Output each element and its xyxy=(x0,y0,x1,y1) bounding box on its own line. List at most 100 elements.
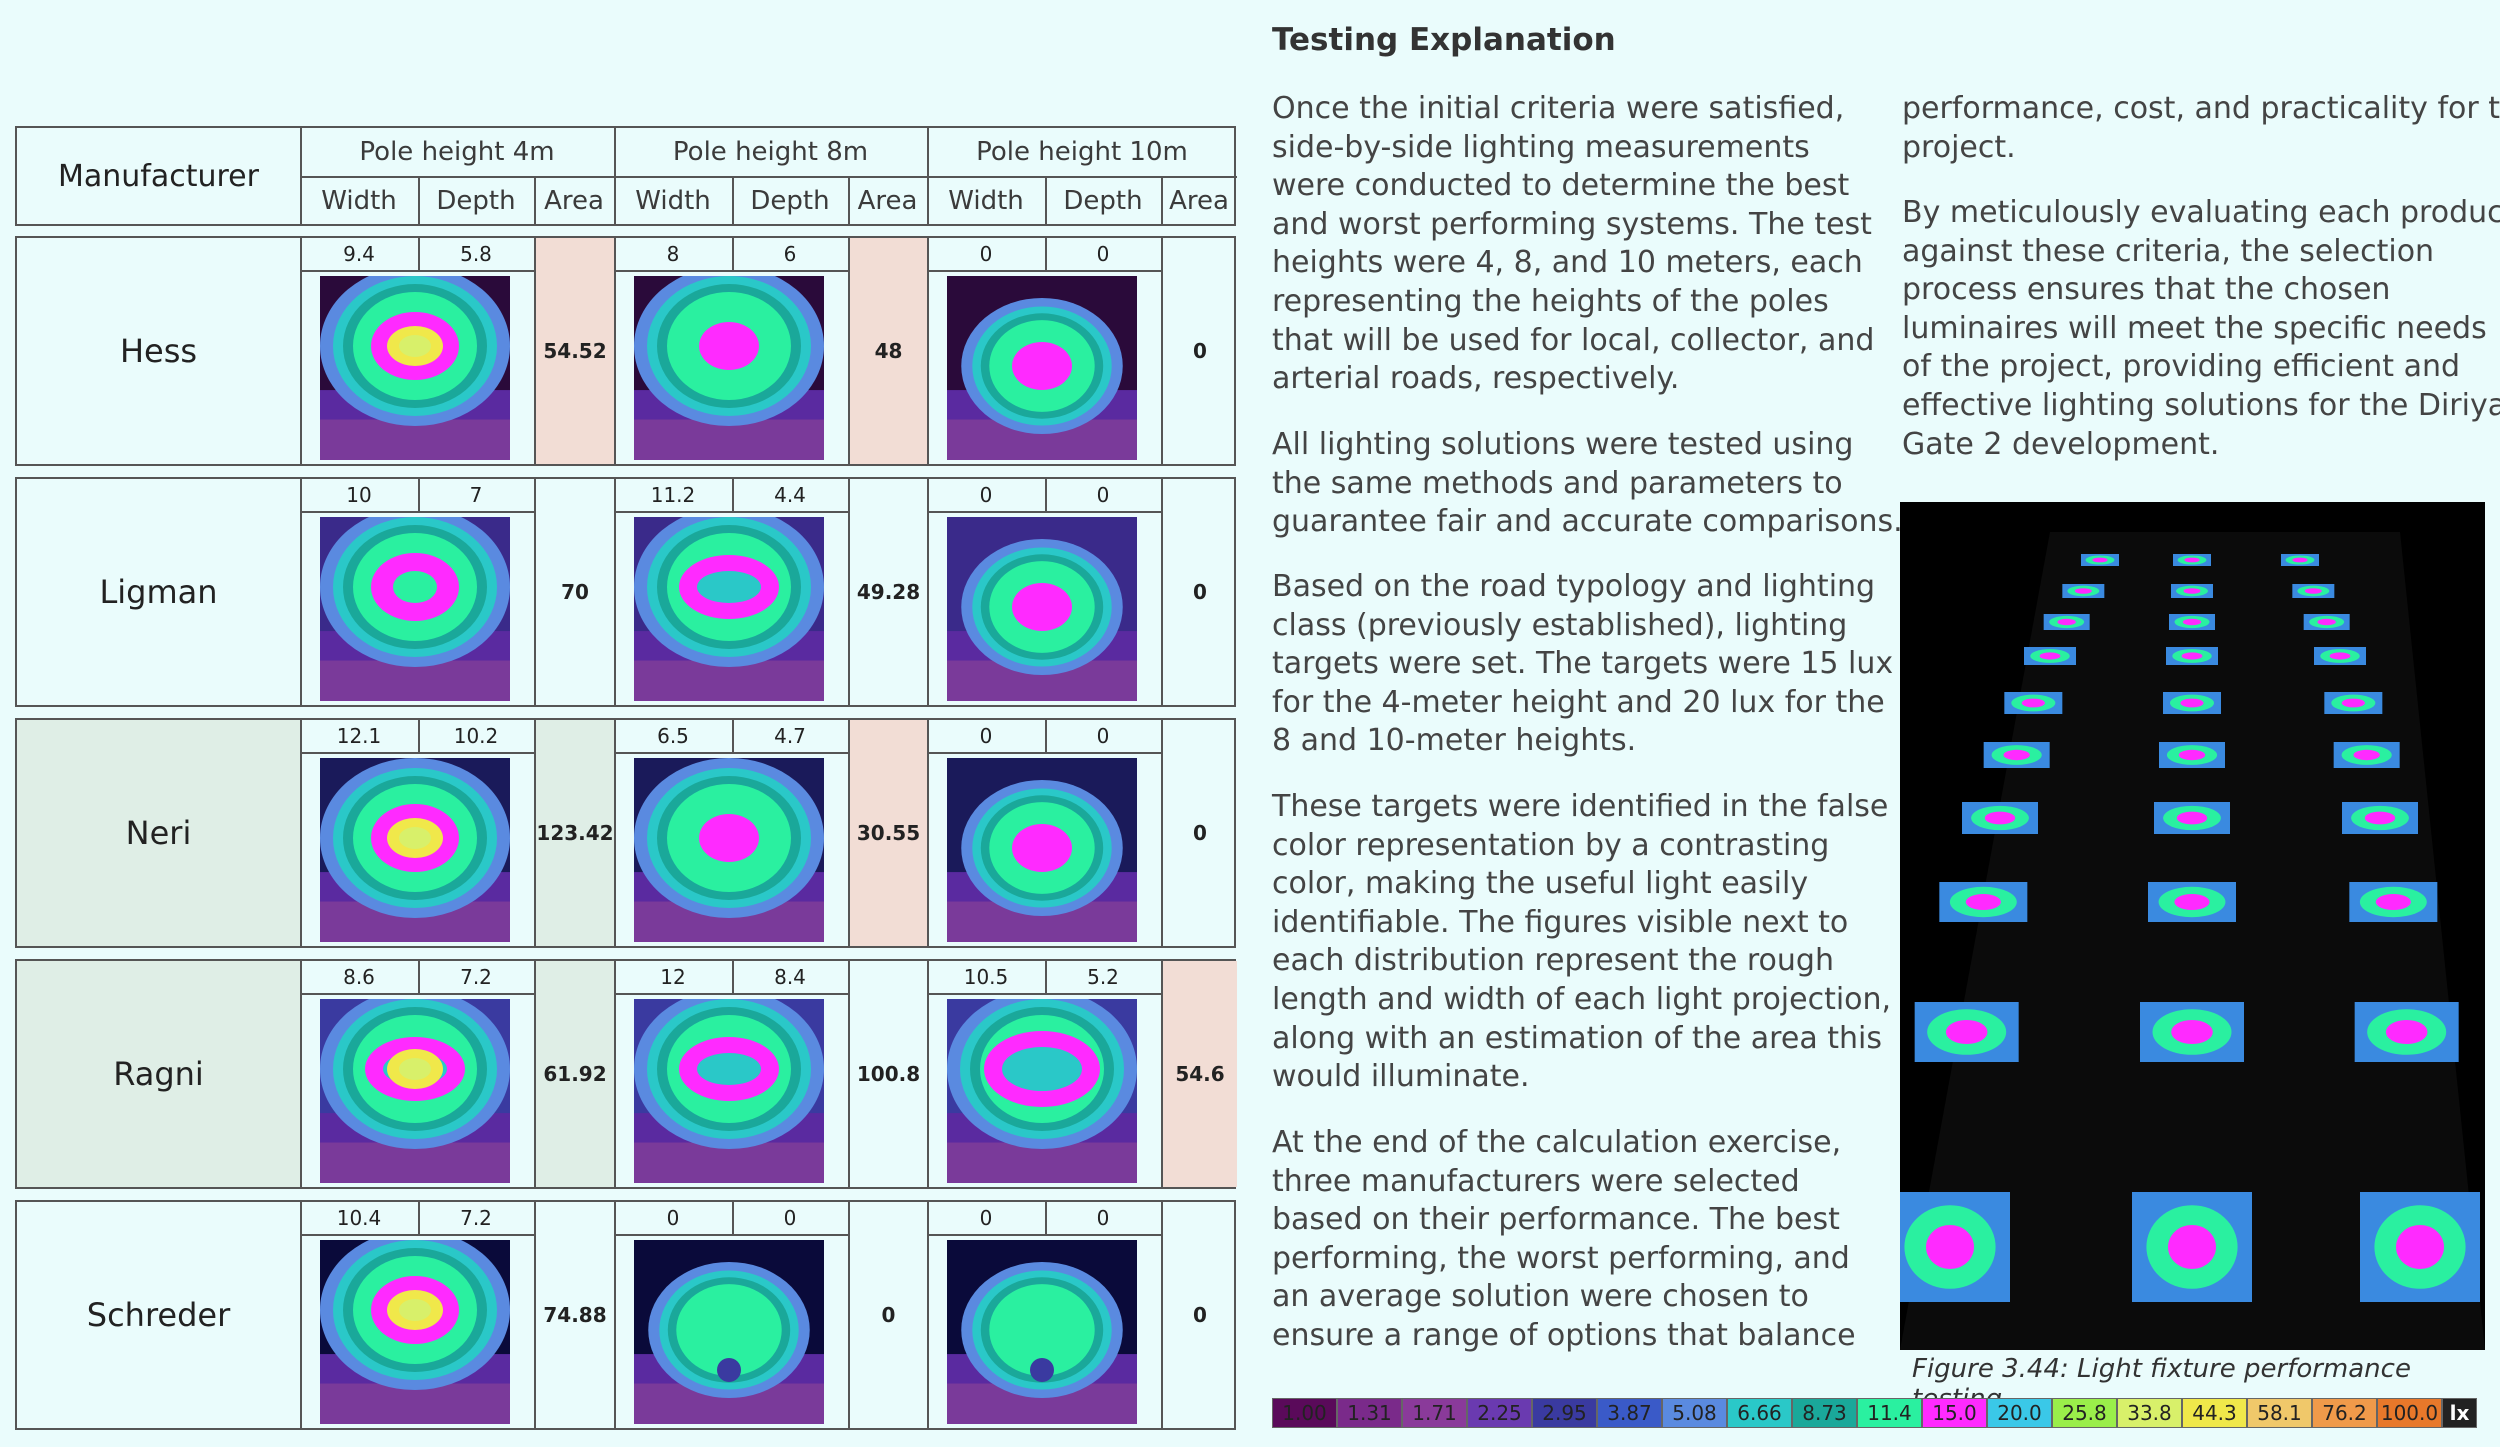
legend-stop: 20.0 xyxy=(1987,1398,2052,1428)
light-distribution-map xyxy=(947,276,1137,460)
pole-height-header-3: Pole height 10m xyxy=(976,137,1188,167)
table-header: Manufacturer Pole height 4m Width Depth Area… xyxy=(15,126,1237,226)
light-test-photo xyxy=(1900,502,2485,1350)
pole-height-header-1: Pole height 4m xyxy=(359,137,555,167)
manufacturer-name: Ragni xyxy=(17,961,300,1187)
area-value: 0 xyxy=(1193,339,1207,363)
lux-legend: 1.00 1.31 1.71 2.25 2.95 3.87 5.08 6.66 8.73 11.4… xyxy=(1272,1398,2477,1428)
depth-value: 0 xyxy=(1096,1206,1110,1230)
legend-stop: 25.8 xyxy=(2052,1398,2117,1428)
width-value: 12 xyxy=(660,965,686,989)
paragraph-1: Once the initial criteria were satisfied… xyxy=(1272,91,1875,397)
paragraph-3: Based on the road typology and lighting … xyxy=(1272,569,1894,759)
width-value: 0 xyxy=(979,1206,993,1230)
area-value: 0 xyxy=(881,1303,896,1327)
manufacturer-header: Manufacturer xyxy=(58,158,259,194)
light-distribution-map xyxy=(947,517,1137,701)
depth-value: 10.2 xyxy=(453,724,499,748)
manufacturer-name: Hess xyxy=(119,332,198,370)
sub-header-depth: Depth xyxy=(1063,186,1143,216)
legend-stop: 44.3 xyxy=(2182,1398,2247,1428)
light-distribution-map xyxy=(320,758,510,942)
manufacturer-name: Ligman xyxy=(99,573,218,611)
legend-stop: 1.00 xyxy=(1272,1398,1337,1428)
area-value: 70 xyxy=(561,580,589,604)
legend-unit: lx xyxy=(2442,1398,2477,1428)
light-distribution-map xyxy=(634,1240,824,1424)
width-value: 12.1 xyxy=(336,724,382,748)
legend-stop: 76.2 xyxy=(2312,1398,2377,1428)
legend-stop: 2.25 xyxy=(1467,1398,1532,1428)
depth-value: 8.4 xyxy=(774,965,806,989)
depth-value: 7 xyxy=(469,483,483,507)
area-value: 100.8 xyxy=(856,1062,921,1086)
legend-stop: 33.8 xyxy=(2117,1398,2182,1428)
light-distribution-map xyxy=(320,507,510,701)
legend-stop: 15.0 xyxy=(1922,1398,1987,1428)
width-value: 0 xyxy=(666,1206,680,1230)
pole-height-header-2: Pole height 8m xyxy=(672,137,869,167)
table-row: Hess 9.4 5.8 54.52 8 6 48 0 0 0 xyxy=(15,236,1236,466)
legend-stop: 1.71 xyxy=(1402,1398,1467,1428)
depth-value: 4.7 xyxy=(774,724,806,748)
legend-stop: 8.73 xyxy=(1792,1398,1857,1428)
depth-value: 7.2 xyxy=(460,965,492,989)
legend-stop: 2.95 xyxy=(1532,1398,1597,1428)
light-distribution-map xyxy=(634,989,824,1183)
depth-value: 7.2 xyxy=(460,1206,492,1230)
light-distribution-map xyxy=(320,989,510,1183)
depth-value: 0 xyxy=(1096,724,1110,748)
width-value: 8.6 xyxy=(343,965,375,989)
legend-stop: 6.66 xyxy=(1727,1398,1792,1428)
depth-value: 0 xyxy=(1096,242,1110,266)
sub-header-width: Width xyxy=(635,186,711,216)
area-value: 74.88 xyxy=(543,1303,607,1327)
depth-value: 0 xyxy=(783,1206,797,1230)
sub-header-depth: Depth xyxy=(436,186,516,216)
manufacturer-name: Neri xyxy=(17,720,300,946)
depth-value: 4.4 xyxy=(774,483,806,507)
paragraph-6: performance, cost, and practicality for … xyxy=(1902,91,2500,165)
sub-header-depth: Depth xyxy=(750,186,830,216)
depth-value: 0 xyxy=(1096,483,1110,507)
sub-header-area: Area xyxy=(1169,186,1229,216)
area-value: 0 xyxy=(1193,1303,1207,1327)
table-row: Ligman 10 7 70 11.2 4.4 49.28 0 0 0 xyxy=(15,477,1236,707)
legend-stop: 1.31 xyxy=(1337,1398,1402,1428)
area-value: 30.55 xyxy=(850,720,927,946)
area-value: 61.92 xyxy=(536,961,614,1187)
legend-stop: 100.0 xyxy=(2377,1398,2442,1428)
paragraph-7: By meticulously evaluating each product … xyxy=(1902,195,2500,462)
width-value: 6.5 xyxy=(657,724,689,748)
depth-value: 5.8 xyxy=(460,242,492,266)
light-test-illustration xyxy=(1900,532,2485,1350)
light-distribution-map xyxy=(947,1240,1137,1424)
area-value: 0 xyxy=(1193,821,1207,845)
width-value: 0 xyxy=(979,483,993,507)
area-value: 48 xyxy=(850,238,927,464)
width-value: 0 xyxy=(979,242,993,266)
width-value: 9.4 xyxy=(343,242,375,266)
table-row: Schreder 10.4 7.2 74.88 0 0 0 0 0 0 xyxy=(15,1200,1236,1430)
area-value: 49.28 xyxy=(856,580,921,604)
light-distribution-map xyxy=(947,758,1137,942)
table-row: Ragni 8.6 7.2 61.92 12 8.4 100.8 10.5 5.2 54.6 xyxy=(15,959,1237,1189)
area-value: 123.42 xyxy=(536,720,614,946)
manufacturer-name: Schreder xyxy=(86,1296,231,1334)
light-distribution-map xyxy=(947,989,1137,1183)
legend-stop: 11.4 xyxy=(1857,1398,1922,1428)
table-row: Neri 12.1 10.2 123.42 6.5 4.7 30.55 0 0 0 xyxy=(15,718,1236,948)
area-value: 54.6 xyxy=(1163,961,1237,1187)
section-heading: Testing Explanation xyxy=(1272,22,1616,58)
sub-header-area: Area xyxy=(857,186,918,216)
light-distribution-map xyxy=(634,758,824,942)
area-value: 54.52 xyxy=(536,238,614,464)
light-distribution-map xyxy=(634,507,824,701)
paragraph-5: At the end of the calculation exercise, … xyxy=(1272,1125,1856,1353)
legend-stop: 58.1 xyxy=(2247,1398,2312,1428)
paragraph-2: All lighting solutions were tested using… xyxy=(1272,427,1903,540)
width-value: 10.5 xyxy=(963,965,1009,989)
width-value: 8 xyxy=(666,242,680,266)
sub-header-area: Area xyxy=(544,186,604,216)
legend-stop: 3.87 xyxy=(1597,1398,1662,1428)
